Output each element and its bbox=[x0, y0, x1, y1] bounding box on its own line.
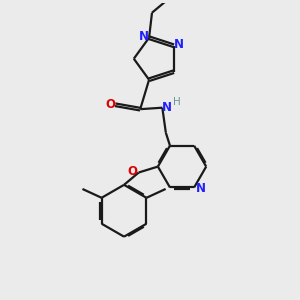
Text: O: O bbox=[127, 164, 137, 178]
Text: N: N bbox=[139, 30, 149, 43]
Text: N: N bbox=[162, 100, 172, 114]
Text: H: H bbox=[173, 98, 181, 107]
Text: O: O bbox=[105, 98, 115, 111]
Text: N: N bbox=[174, 38, 184, 51]
Text: N: N bbox=[196, 182, 206, 196]
